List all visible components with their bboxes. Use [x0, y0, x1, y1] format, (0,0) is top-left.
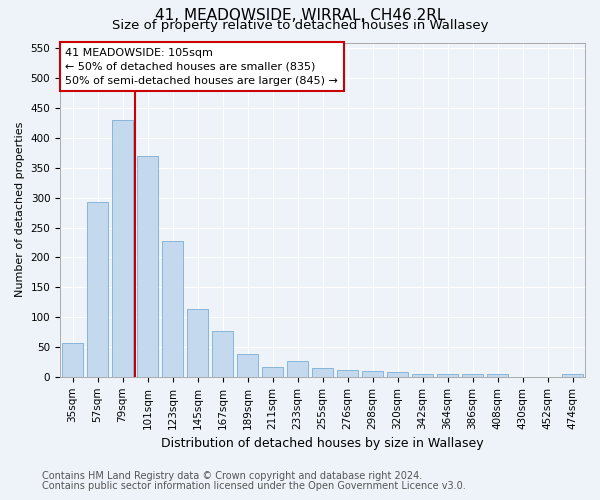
Bar	[137, 156, 158, 377]
Bar	[237, 354, 258, 377]
Bar	[162, 242, 183, 377]
Text: Contains HM Land Registry data © Crown copyright and database right 2024.: Contains HM Land Registry data © Crown c…	[42, 471, 422, 481]
Bar	[312, 368, 333, 377]
Bar	[387, 372, 408, 377]
Bar	[462, 374, 483, 377]
Bar	[112, 120, 133, 377]
Y-axis label: Number of detached properties: Number of detached properties	[15, 122, 25, 298]
Text: Contains public sector information licensed under the Open Government Licence v3: Contains public sector information licen…	[42, 481, 466, 491]
Bar	[362, 371, 383, 377]
Bar	[562, 374, 583, 377]
Bar	[337, 370, 358, 377]
Bar	[187, 310, 208, 377]
Bar	[487, 374, 508, 377]
Bar	[287, 360, 308, 377]
Text: 41 MEADOWSIDE: 105sqm
← 50% of detached houses are smaller (835)
50% of semi-det: 41 MEADOWSIDE: 105sqm ← 50% of detached …	[65, 48, 338, 86]
X-axis label: Distribution of detached houses by size in Wallasey: Distribution of detached houses by size …	[161, 437, 484, 450]
Text: Size of property relative to detached houses in Wallasey: Size of property relative to detached ho…	[112, 19, 488, 32]
Bar	[62, 343, 83, 377]
Bar	[412, 374, 433, 377]
Bar	[212, 332, 233, 377]
Bar	[437, 374, 458, 377]
Bar	[262, 366, 283, 377]
Text: 41, MEADOWSIDE, WIRRAL, CH46 2RL: 41, MEADOWSIDE, WIRRAL, CH46 2RL	[155, 8, 445, 23]
Bar	[87, 202, 108, 377]
